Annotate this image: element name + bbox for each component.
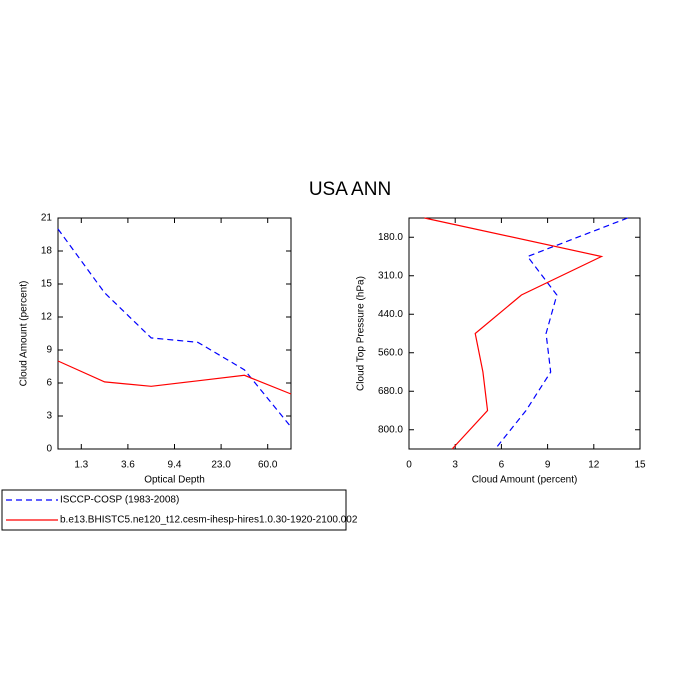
- y-tick-label: 9: [46, 345, 52, 356]
- y-tick-label: 310.0: [378, 270, 403, 281]
- y-tick-label: 18: [41, 246, 53, 257]
- series-line: [57, 228, 292, 428]
- x-tick-label: 23.0: [211, 460, 231, 471]
- y-tick-label: 680.0: [378, 386, 403, 397]
- x-tick-label: 60.0: [258, 460, 278, 471]
- legend-frame: [1, 489, 347, 531]
- y-axis-label: Cloud Top Pressure (hPa): [356, 276, 367, 391]
- y-axis-label: Cloud Amount (percent): [19, 281, 30, 387]
- x-axis-label: Optical Depth: [144, 475, 205, 486]
- y-tick-label: 0: [46, 444, 52, 455]
- x-axis-label: Cloud Amount (percent): [472, 475, 578, 486]
- y-tick-label: 440.0: [378, 309, 403, 320]
- x-tick-label: 9: [545, 460, 551, 471]
- series-line: [424, 217, 604, 450]
- figure-title: USA ANN: [309, 179, 391, 200]
- x-tick-label: 15: [634, 460, 646, 471]
- x-tick-label: 0: [406, 460, 412, 471]
- y-tick-label: 180.0: [378, 232, 403, 243]
- legend-label: b.e13.BHISTC5.ne120_t12.cesm-ihesp-hires…: [60, 515, 358, 526]
- y-tick-label: 3: [46, 411, 52, 422]
- y-tick-label: 6: [46, 378, 52, 389]
- legend-label: ISCCP-COSP (1983-2008): [60, 495, 179, 506]
- y-tick-label: 800.0: [378, 424, 403, 435]
- y-tick-label: 560.0: [378, 347, 403, 358]
- x-tick-label: 6: [499, 460, 505, 471]
- series-line: [57, 360, 292, 395]
- y-tick-label: 12: [41, 312, 53, 323]
- x-tick-label: 9.4: [168, 460, 182, 471]
- y-tick-label: 15: [41, 279, 53, 290]
- x-tick-label: 3: [452, 460, 458, 471]
- x-tick-label: 3.6: [121, 460, 135, 471]
- y-tick-label: 21: [41, 213, 53, 224]
- plot-frame: [408, 217, 641, 450]
- x-tick-label: 1.3: [74, 460, 88, 471]
- series-line: [494, 217, 628, 450]
- x-tick-label: 12: [588, 460, 600, 471]
